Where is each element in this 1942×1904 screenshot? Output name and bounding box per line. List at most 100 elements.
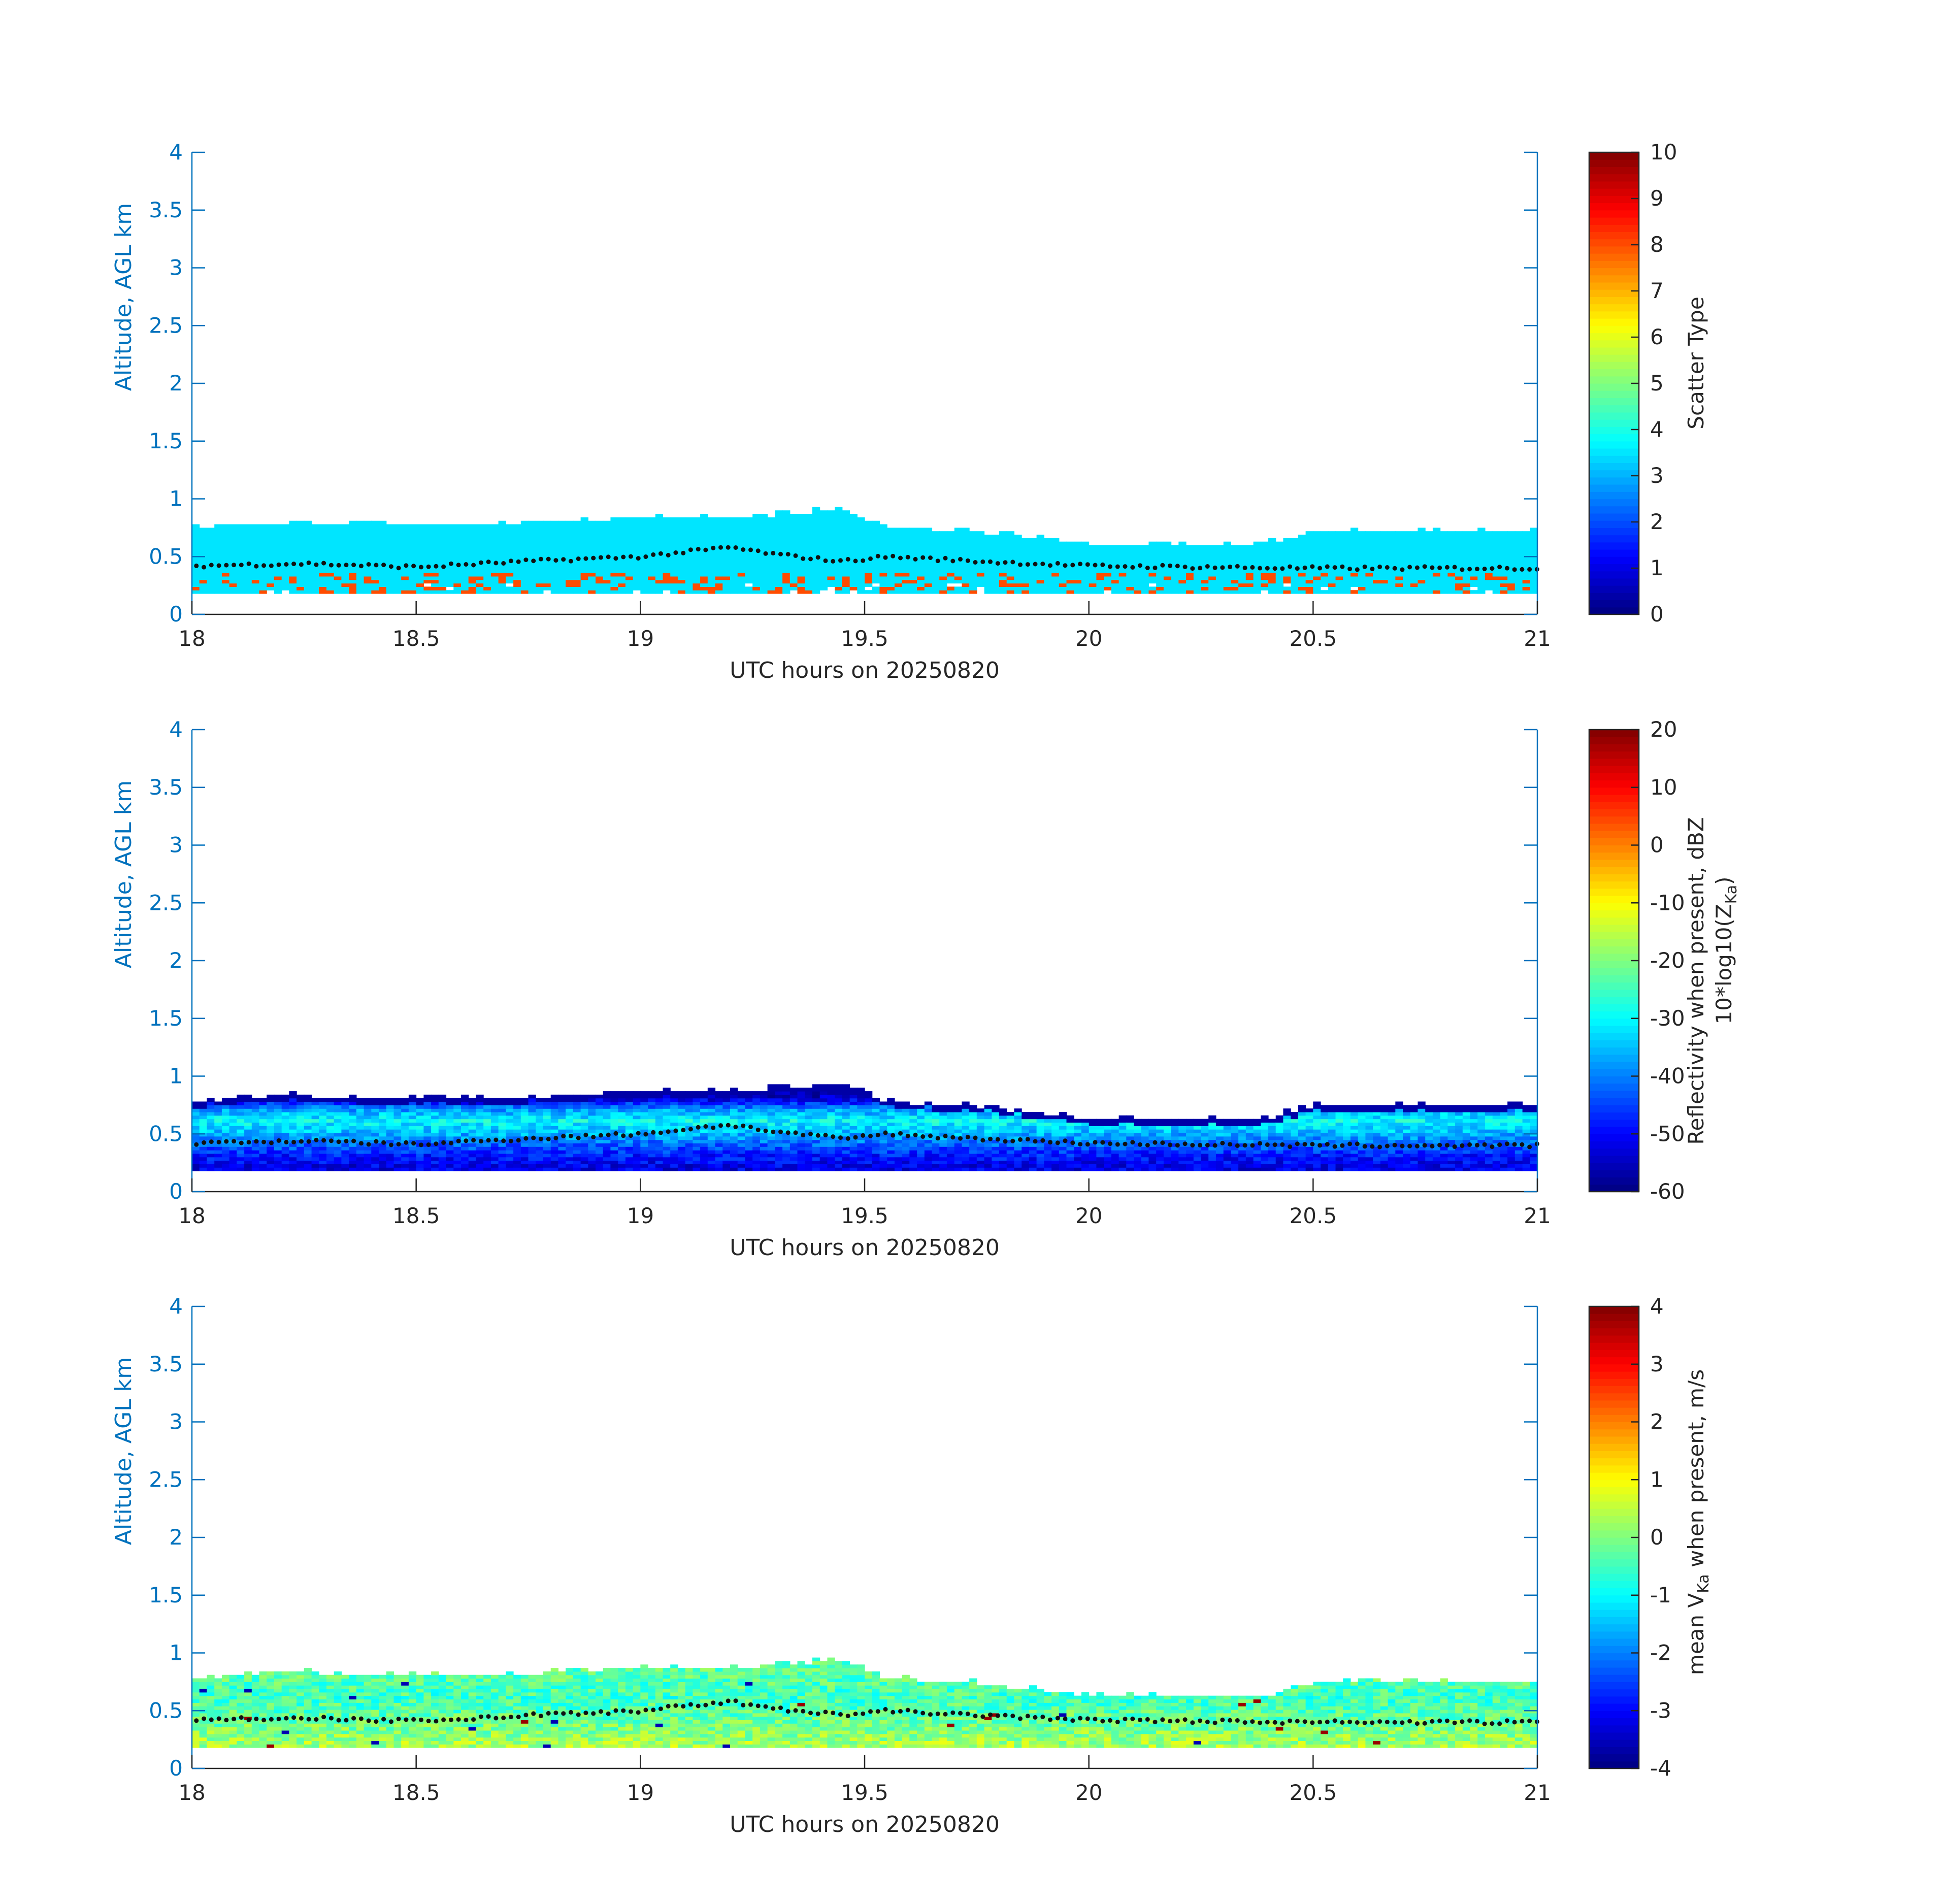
heatmap-cell bbox=[580, 1153, 588, 1158]
heatmap-cell bbox=[1074, 569, 1082, 573]
heatmap-cell bbox=[349, 538, 357, 542]
heatmap-cell bbox=[468, 586, 476, 590]
heatmap-cell bbox=[969, 548, 977, 552]
heatmap-cell bbox=[1178, 545, 1187, 549]
heatmap-cell bbox=[221, 1105, 230, 1109]
heatmap-cell bbox=[1298, 562, 1306, 566]
heatmap-cell bbox=[476, 1094, 484, 1099]
heatmap-cell bbox=[917, 573, 925, 577]
heatmap-cell bbox=[431, 538, 439, 542]
heatmap-cell bbox=[1253, 590, 1261, 594]
heatmap-cell bbox=[618, 1167, 626, 1171]
heatmap-cell bbox=[267, 579, 275, 584]
heatmap-cell bbox=[1440, 566, 1448, 570]
heatmap-cell bbox=[1029, 569, 1037, 573]
heatmap-cell bbox=[528, 531, 536, 535]
heatmap-cell bbox=[364, 579, 372, 584]
heatmap-cell bbox=[618, 548, 626, 552]
heatmap-cell bbox=[827, 555, 835, 560]
colorbar-segment bbox=[1589, 347, 1639, 355]
heatmap-cell bbox=[259, 1153, 267, 1158]
heatmap-cell bbox=[304, 1153, 312, 1158]
heatmap-cell bbox=[251, 1098, 260, 1102]
mean-altitude-point bbox=[636, 556, 641, 561]
heatmap-cell bbox=[446, 541, 454, 546]
heatmap-cell bbox=[386, 1115, 394, 1120]
heatmap-cell bbox=[311, 1150, 319, 1154]
heatmap-cell bbox=[879, 573, 887, 577]
heatmap-cell bbox=[819, 548, 828, 552]
heatmap-cell bbox=[1201, 579, 1209, 584]
heatmap-cell bbox=[468, 538, 476, 542]
heatmap-cell bbox=[1500, 538, 1508, 542]
heatmap-cell bbox=[214, 1112, 222, 1116]
heatmap-cell bbox=[819, 520, 828, 525]
heatmap-cell bbox=[401, 1164, 409, 1168]
heatmap-cell bbox=[341, 528, 349, 532]
heatmap-cell bbox=[625, 545, 634, 549]
heatmap-cell bbox=[566, 520, 574, 525]
heatmap-cell bbox=[1291, 545, 1299, 549]
heatmap-cell bbox=[221, 528, 230, 532]
heatmap-cell bbox=[700, 531, 708, 535]
heatmap-cell bbox=[543, 562, 551, 566]
heatmap-cell bbox=[1141, 579, 1149, 584]
heatmap-cell bbox=[1313, 586, 1321, 590]
heatmap-cell bbox=[625, 548, 634, 552]
heatmap-cell bbox=[767, 583, 775, 587]
heatmap-cell bbox=[1104, 562, 1112, 566]
heatmap-cell bbox=[722, 555, 731, 560]
heatmap-cell bbox=[1432, 535, 1441, 539]
heatmap-cell bbox=[1462, 590, 1471, 594]
heatmap-cell bbox=[677, 583, 686, 587]
heatmap-cell bbox=[423, 1126, 432, 1130]
heatmap-cell bbox=[1432, 590, 1441, 594]
heatmap-cell bbox=[446, 1119, 454, 1123]
heatmap-cell bbox=[1148, 562, 1157, 566]
heatmap-cell bbox=[371, 1105, 379, 1109]
heatmap-cell bbox=[326, 552, 335, 556]
heatmap-cell bbox=[588, 566, 596, 570]
heatmap-cell bbox=[573, 573, 581, 577]
heatmap-cell bbox=[476, 1150, 484, 1154]
heatmap-cell bbox=[603, 1094, 611, 1099]
heatmap-cell bbox=[229, 1164, 237, 1168]
heatmap-cell bbox=[334, 535, 342, 539]
heatmap-cell bbox=[207, 552, 215, 556]
heatmap-cell bbox=[528, 541, 536, 546]
heatmap-cell bbox=[588, 559, 596, 563]
heatmap-cell bbox=[237, 1136, 245, 1140]
heatmap-cell bbox=[1275, 566, 1283, 570]
heatmap-cell bbox=[1268, 562, 1276, 566]
heatmap-cell bbox=[640, 573, 648, 577]
heatmap-cell bbox=[453, 1108, 462, 1112]
heatmap-cell bbox=[580, 524, 588, 528]
heatmap-cell bbox=[1470, 583, 1478, 587]
heatmap-cell bbox=[603, 590, 611, 594]
heatmap-cell bbox=[199, 1133, 207, 1137]
heatmap-cell bbox=[371, 1108, 379, 1112]
heatmap-cell bbox=[827, 517, 835, 521]
heatmap-cell bbox=[341, 1157, 349, 1161]
heatmap-cell bbox=[498, 1167, 506, 1171]
heatmap-cell bbox=[438, 1094, 447, 1099]
heatmap-cell bbox=[1208, 579, 1216, 584]
heatmap-cell bbox=[969, 545, 977, 549]
heatmap-cell bbox=[1455, 569, 1463, 573]
heatmap-cell bbox=[1089, 555, 1097, 560]
heatmap-cell bbox=[446, 1108, 454, 1112]
heatmap-cell bbox=[438, 1167, 447, 1171]
heatmap-cell bbox=[1305, 531, 1313, 535]
heatmap-cell bbox=[281, 1136, 289, 1140]
heatmap-cell bbox=[797, 566, 805, 570]
heatmap-cell bbox=[1118, 559, 1127, 563]
heatmap-cell bbox=[789, 528, 798, 532]
heatmap-cell bbox=[789, 569, 798, 573]
heatmap-cell bbox=[379, 541, 387, 546]
heatmap-cell bbox=[603, 1108, 611, 1112]
heatmap-cell bbox=[865, 541, 873, 546]
heatmap-cell bbox=[588, 1094, 596, 1099]
heatmap-cell bbox=[663, 528, 671, 532]
heatmap-cell bbox=[550, 1139, 558, 1143]
